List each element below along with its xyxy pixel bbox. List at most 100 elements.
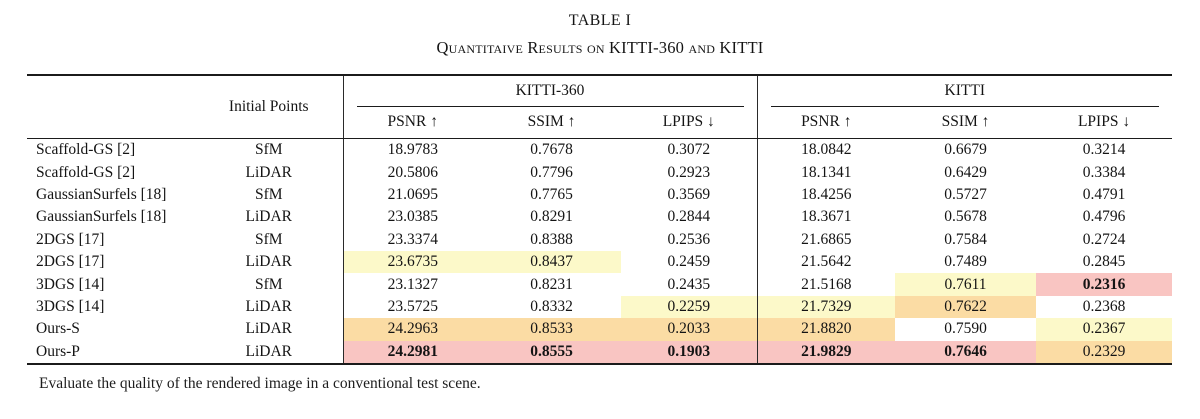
kitti360-lpips-cell: 0.3569 — [667, 185, 711, 203]
kitti360-lpips-cell: 0.2259 — [621, 295, 758, 319]
kitti-ssim-cell: 0.6679 — [944, 141, 987, 159]
kitti-psnr-cell: 21.7329 — [756, 295, 896, 319]
kitti-lpips-cell: 0.4791 — [1082, 185, 1126, 203]
method-cell: Scaffold-GS [2] — [36, 141, 136, 159]
kitti360-lpips-header: LPIPS ↓ — [621, 106, 758, 139]
kitti360-psnr-cell: 23.0385 — [342, 206, 482, 229]
kitti360-ssim-cell: 0.7796 — [530, 163, 573, 181]
kitti-lpips-cell: 0.2845 — [1082, 253, 1126, 271]
initial-points-cell: LiDAR — [245, 320, 293, 338]
kitti-lpips-cell: 0.2724 — [1082, 230, 1126, 248]
kitti-lpips-cell: 0.2329 — [1036, 340, 1173, 365]
method-cell: 2DGS [17] — [36, 253, 105, 271]
kitti-ssim-cell: 0.6429 — [944, 163, 987, 181]
figure-caption: Evaluate the quality of the rendered ima… — [39, 375, 481, 392]
kitti360-ssim-cell: 0.8388 — [530, 230, 573, 248]
method-cell: Ours-P — [27, 340, 195, 365]
kitti360-ssim-cell: 0.8332 — [530, 297, 573, 315]
table-row: GaussianSurfels [18] SfM 21.0695 0.7765 0.35… — [27, 183, 1172, 207]
kitti360-psnr-cell: 18.9783 — [342, 138, 482, 162]
group-header-kitti360: KITTI-360 — [342, 75, 758, 107]
kitti360-lpips-cell: 0.1903 — [621, 340, 758, 365]
kitti-lpips-cell: 0.3214 — [1082, 141, 1126, 159]
kitti-ssim-cell: 0.7622 — [895, 295, 1037, 319]
initial-points-header: Initial Points — [195, 75, 343, 139]
kitti-lpips-cell: 0.2316 — [1036, 273, 1173, 296]
kitti-ssim-cell: 0.7489 — [944, 253, 987, 271]
kitti360-psnr-cell: 23.3374 — [342, 228, 482, 251]
table-row: 2DGS [17] SfM 23.3374 0.8388 0.2536 21.6865 0.… — [27, 228, 1172, 251]
table-row: Scaffold-GS [2] SfM 18.9783 0.7678 0.3072 18.… — [27, 138, 1172, 162]
kitti360-psnr-cell: 20.5806 — [342, 161, 482, 184]
kitti-psnr-cell: 21.8820 — [756, 318, 896, 341]
kitti-ssim-cell: 0.7611 — [895, 273, 1037, 296]
group-header-kitti: KITTI — [756, 75, 1173, 107]
kitti360-psnr-header: PSNR ↑ — [342, 106, 482, 139]
initial-points-cell: LiDAR — [195, 340, 343, 365]
method-cell: 3DGS [14] — [36, 297, 105, 315]
group-label-kitti: KITTI — [944, 81, 985, 99]
table-row: Ours-P LiDAR 24.2981 0.8555 0.1903 21.9829 0.7… — [27, 340, 1173, 365]
kitti360-ssim-cell: 0.8291 — [530, 208, 573, 226]
method-cell: Ours-S — [36, 320, 80, 338]
kitti-ssim-cell: 0.7646 — [895, 340, 1037, 365]
method-cell: GaussianSurfels [18] — [36, 185, 167, 203]
kitti-lpips-cell: 0.3384 — [1082, 163, 1126, 181]
table-body: Scaffold-GS [2] SfM 18.9783 0.7678 0.3072 18.… — [27, 138, 1173, 365]
kitti360-lpips-cell: 0.2536 — [667, 230, 711, 248]
kitti360-ssim-cell: 0.8231 — [530, 275, 573, 293]
kitti360-psnr-cell: 23.1327 — [342, 273, 482, 296]
initial-points-cell: SfM — [254, 185, 283, 203]
kitti-lpips-cell: 0.2368 — [1082, 297, 1126, 315]
kitti-ssim-cell: 0.7584 — [944, 230, 987, 248]
table-caption-title: Quantitaive Results on KITTI-360 and KIT… — [436, 38, 764, 57]
kitti-psnr-cell: 21.6865 — [756, 228, 896, 251]
kitti-lpips-header: LPIPS ↓ — [1036, 106, 1173, 139]
kitti360-ssim-cell: 0.7765 — [530, 185, 573, 203]
kitti-psnr-cell: 18.0842 — [756, 138, 896, 162]
initial-points-cell: SfM — [254, 230, 283, 248]
kitti-psnr-cell: 21.5168 — [756, 273, 896, 296]
kitti360-psnr-cell: 23.6735 — [342, 250, 482, 274]
kitti-psnr-cell: 18.4256 — [756, 183, 896, 207]
table-row: 3DGS [14] SfM 23.1327 0.8231 0.2435 21.5168 0.… — [27, 273, 1173, 296]
kitti-psnr-cell: 18.3671 — [756, 206, 896, 229]
kitti-psnr-header: PSNR ↑ — [756, 106, 896, 139]
kitti360-ssim-header: SSIM ↑ — [482, 106, 621, 139]
kitti360-lpips-cell: 0.2923 — [667, 163, 711, 181]
initial-points-cell: SfM — [254, 141, 283, 159]
kitti360-ssim-cell: 0.8555 — [482, 340, 621, 365]
initial-points-cell: LiDAR — [245, 253, 293, 271]
kitti-ssim-cell: 0.5678 — [944, 208, 987, 226]
kitti360-lpips-cell: 0.2435 — [667, 275, 711, 293]
kitti360-psnr-cell: 24.2963 — [342, 318, 482, 341]
metric-header-row: PSNR ↑ SSIM ↑ LPIPS ↓ PSNR ↑ SSIM ↑ LPIP… — [27, 106, 1173, 139]
kitti-psnr-cell: 18.1341 — [756, 161, 896, 184]
kitti-psnr-cell: 21.5642 — [756, 250, 896, 274]
kitti-ssim-header: SSIM ↑ — [895, 106, 1037, 139]
table-row: GaussianSurfels [18] LiDAR 23.0385 0.8291 0.… — [27, 206, 1172, 229]
kitti360-ssim-cell: 0.8437 — [482, 250, 621, 274]
table-row: 3DGS [14] LiDAR 23.5725 0.8332 0.2259 21.7329… — [27, 295, 1172, 319]
method-cell: GaussianSurfels [18] — [36, 208, 167, 226]
kitti360-psnr-cell: 24.2981 — [342, 340, 482, 365]
method-cell: 2DGS [17] — [36, 230, 105, 248]
kitti360-psnr-cell: 23.5725 — [342, 295, 482, 319]
kitti360-lpips-cell: 0.2033 — [621, 318, 758, 341]
table-row: Ours-S LiDAR 24.2963 0.8533 0.2033 21.8820 0.7… — [27, 318, 1173, 341]
kitti360-lpips-cell: 0.2844 — [667, 208, 711, 226]
group-label-kitti360: KITTI-360 — [515, 81, 585, 99]
table-row: Scaffold-GS [2] LiDAR 20.5806 0.7796 0.2923 1… — [27, 161, 1172, 184]
corner-cell — [27, 75, 195, 139]
kitti-lpips-cell: 0.2367 — [1036, 318, 1173, 341]
results-table: Initial Points KITTI-360 KITTI PSNR ↑ SS… — [27, 74, 1173, 365]
kitti360-lpips-cell: 0.2459 — [667, 253, 711, 271]
initial-points-cell: LiDAR — [245, 208, 293, 226]
kitti360-ssim-cell: 0.7678 — [530, 141, 573, 159]
kitti-ssim-cell: 0.7590 — [944, 320, 987, 338]
kitti-ssim-cell: 0.5727 — [944, 185, 987, 203]
initial-points-cell: LiDAR — [245, 297, 293, 315]
initial-points-cell: SfM — [254, 275, 283, 293]
kitti360-lpips-cell: 0.3072 — [667, 141, 711, 159]
